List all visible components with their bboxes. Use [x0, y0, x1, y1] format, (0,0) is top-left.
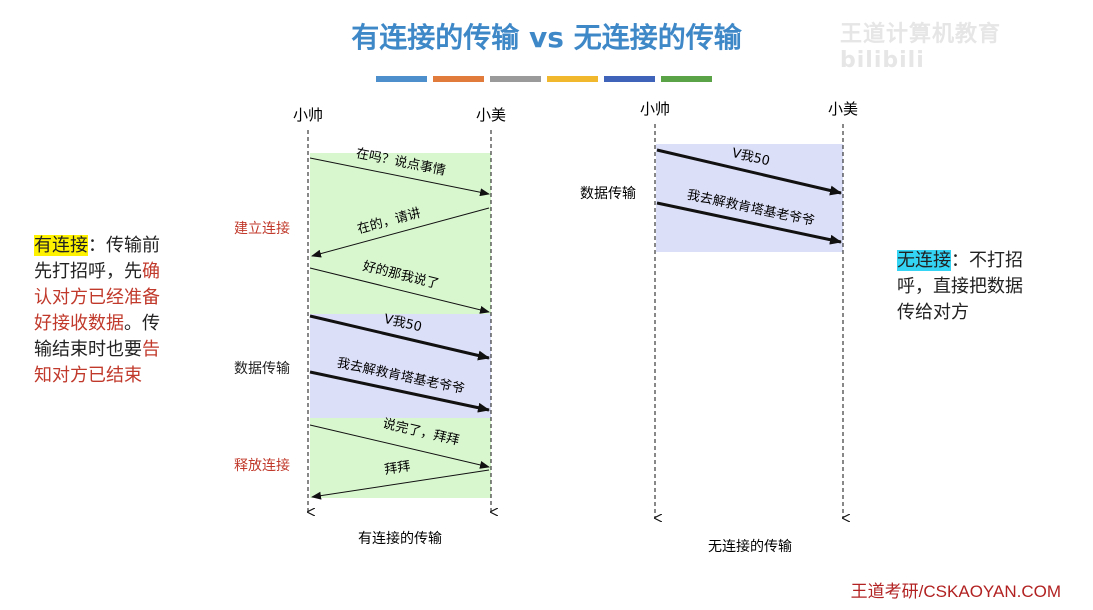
connected-note: 有连接：传输前 先打招呼，先确 认对方已经准备 好接收数据。传 输结束时也要告 …	[34, 235, 160, 386]
connected-diagram: 小帅 小美 建立连接 数据传输 释放连接 在吗？说点事情 在的，请讲 好的那我说…	[234, 106, 506, 547]
right-actor-label: 小美	[476, 106, 506, 124]
release-zone	[310, 418, 491, 498]
phase-release-label: 释放连接	[234, 457, 290, 474]
connectionless-caption: 无连接的传输	[708, 538, 792, 555]
message-arrow	[309, 314, 490, 361]
data-zone	[656, 144, 843, 252]
left-actor-label: 小帅	[640, 100, 670, 118]
message-arrow	[311, 207, 490, 258]
color-bar-segment	[433, 76, 484, 82]
message-arrow	[309, 370, 490, 413]
message-arrow	[309, 267, 490, 314]
connected-term: 有连接	[34, 235, 88, 256]
message-label: 拜拜	[383, 459, 411, 478]
right-actor-label: 小美	[828, 100, 858, 118]
color-bar-segment	[661, 76, 712, 82]
message-arrow	[309, 157, 490, 197]
color-bar-segment	[490, 76, 541, 82]
footer-brand: 王道考研/CSKAOYAN.COM	[850, 582, 1061, 601]
watermark: 王道计算机教育 bilibili	[840, 22, 1002, 73]
color-bar-segment	[547, 76, 598, 82]
page-title: 有连接的传输 vs 无连接的传输	[351, 21, 742, 54]
connectionless-term: 无连接	[897, 250, 951, 271]
phase-data-label: 数据传输	[580, 186, 636, 202]
message-arrow	[309, 424, 490, 469]
color-bar	[376, 76, 712, 82]
establish-zone	[310, 153, 491, 314]
phase-establish-label: 建立连接	[234, 220, 290, 237]
color-bar-segment	[604, 76, 655, 82]
color-bar-segment	[376, 76, 427, 82]
left-actor-label: 小帅	[293, 106, 323, 124]
message-arrow	[311, 469, 490, 500]
connectionless-diagram: 小帅 小美 数据传输 V我50 我去解救肯塔基老爷爷 无连接的传输	[580, 100, 858, 555]
message-arrow	[656, 148, 842, 196]
phase-data-label: 数据传输	[234, 361, 290, 377]
data-zone	[310, 314, 491, 418]
message-arrow	[656, 201, 842, 245]
connectionless-note: 无连接：不打招 呼，直接把数据 传给对方	[897, 250, 1023, 323]
connected-caption: 有连接的传输	[358, 530, 442, 547]
